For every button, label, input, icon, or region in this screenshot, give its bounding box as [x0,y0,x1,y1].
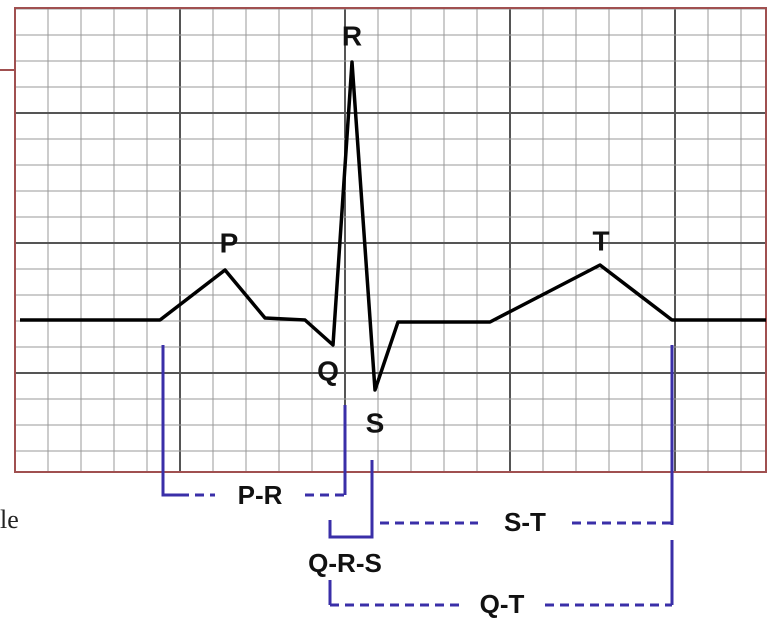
bracket [161,345,180,497]
side-text: le [0,505,19,534]
wave-label: T [592,225,609,256]
interval-label: S-T [504,507,546,537]
grid-border [14,7,767,473]
interval-label: P-R [238,480,283,510]
bracket [328,460,374,539]
ecg-grid [14,8,766,472]
wave-label: P [220,227,239,258]
wave-label: R [342,20,362,51]
wave-label: S [366,407,385,438]
interval-label: Q-T [480,589,525,619]
interval-label: Q-R-S [308,548,382,578]
wave-label: Q [317,355,339,386]
ecg-trace [20,60,766,392]
